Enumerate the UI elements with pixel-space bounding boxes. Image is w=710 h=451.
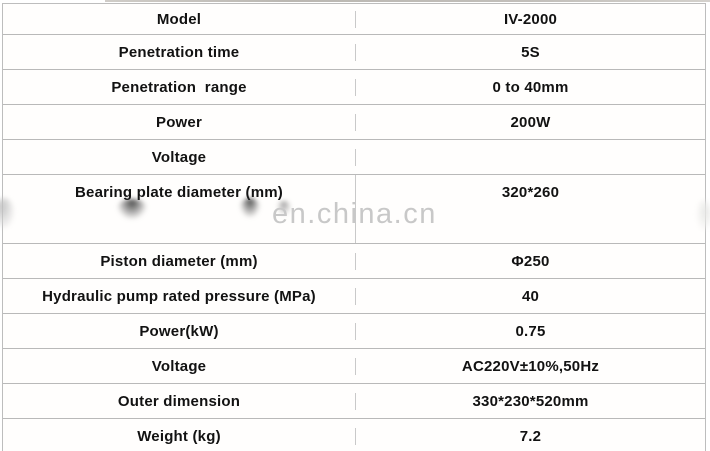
spec-label: Hydraulic pump rated pressure (MPa) [3,287,356,305]
table-row: Hydraulic pump rated pressure (MPa) 40 [3,279,705,314]
table-row: Penetration time 5S [3,35,705,70]
table-row: Outer dimension 330*230*520mm [3,384,705,419]
table-row-watermarked: Bearing plate diameter (mm) 320*260 [3,175,705,244]
specification-table: Model IV-2000 Penetration time 5S Penetr… [2,3,706,451]
spec-label: Weight (kg) [3,427,356,445]
spec-value: 5S [521,43,540,61]
spec-label: Penetration range [3,78,356,96]
spec-value: IV-2000 [503,10,558,28]
table-row: Weight (kg) 7.2 [3,419,705,451]
table-row: Power 200W [3,105,705,140]
spec-label: Voltage [3,357,356,375]
spec-value: 7.2 [519,427,542,445]
spec-label: Voltage [3,148,356,166]
spec-value: 0.75 [515,322,546,340]
spec-label: Outer dimension [3,392,356,410]
table-row: Model IV-2000 [3,4,705,35]
spec-label: Model [3,10,356,28]
spec-value: 40 [521,287,540,305]
spec-label: Power [3,113,356,131]
spec-value: 330*230*520mm [472,392,589,410]
spec-value: 320*260 [501,184,560,201]
spec-label: Piston diameter (mm) [3,252,356,270]
table-row: Piston diameter (mm) Φ250 [3,244,705,279]
blur-smudge-artifact [0,198,14,228]
table-row: Voltage [3,140,705,175]
blur-smudge-artifact [697,200,710,230]
table-row: Power(kW) 0.75 [3,314,705,349]
blur-smudge-artifact [117,199,147,219]
site-watermark: en.china.cn [272,198,437,230]
spec-value: AC220V±10%,50Hz [461,357,600,375]
blur-smudge-artifact [240,198,260,217]
spec-label: Power(kW) [3,322,356,340]
spec-value: 0 to 40mm [492,78,569,96]
table-row: Voltage AC220V±10%,50Hz [3,349,705,384]
spec-value: Φ250 [511,252,550,270]
cropped-edge-artifact [105,0,710,2]
spec-label: Penetration time [3,43,356,61]
spec-value: 200W [510,113,551,131]
table-row: Penetration range 0 to 40mm [3,70,705,105]
blur-smudge-artifact [277,201,291,215]
spec-label: Bearing plate diameter (mm) [3,175,356,243]
